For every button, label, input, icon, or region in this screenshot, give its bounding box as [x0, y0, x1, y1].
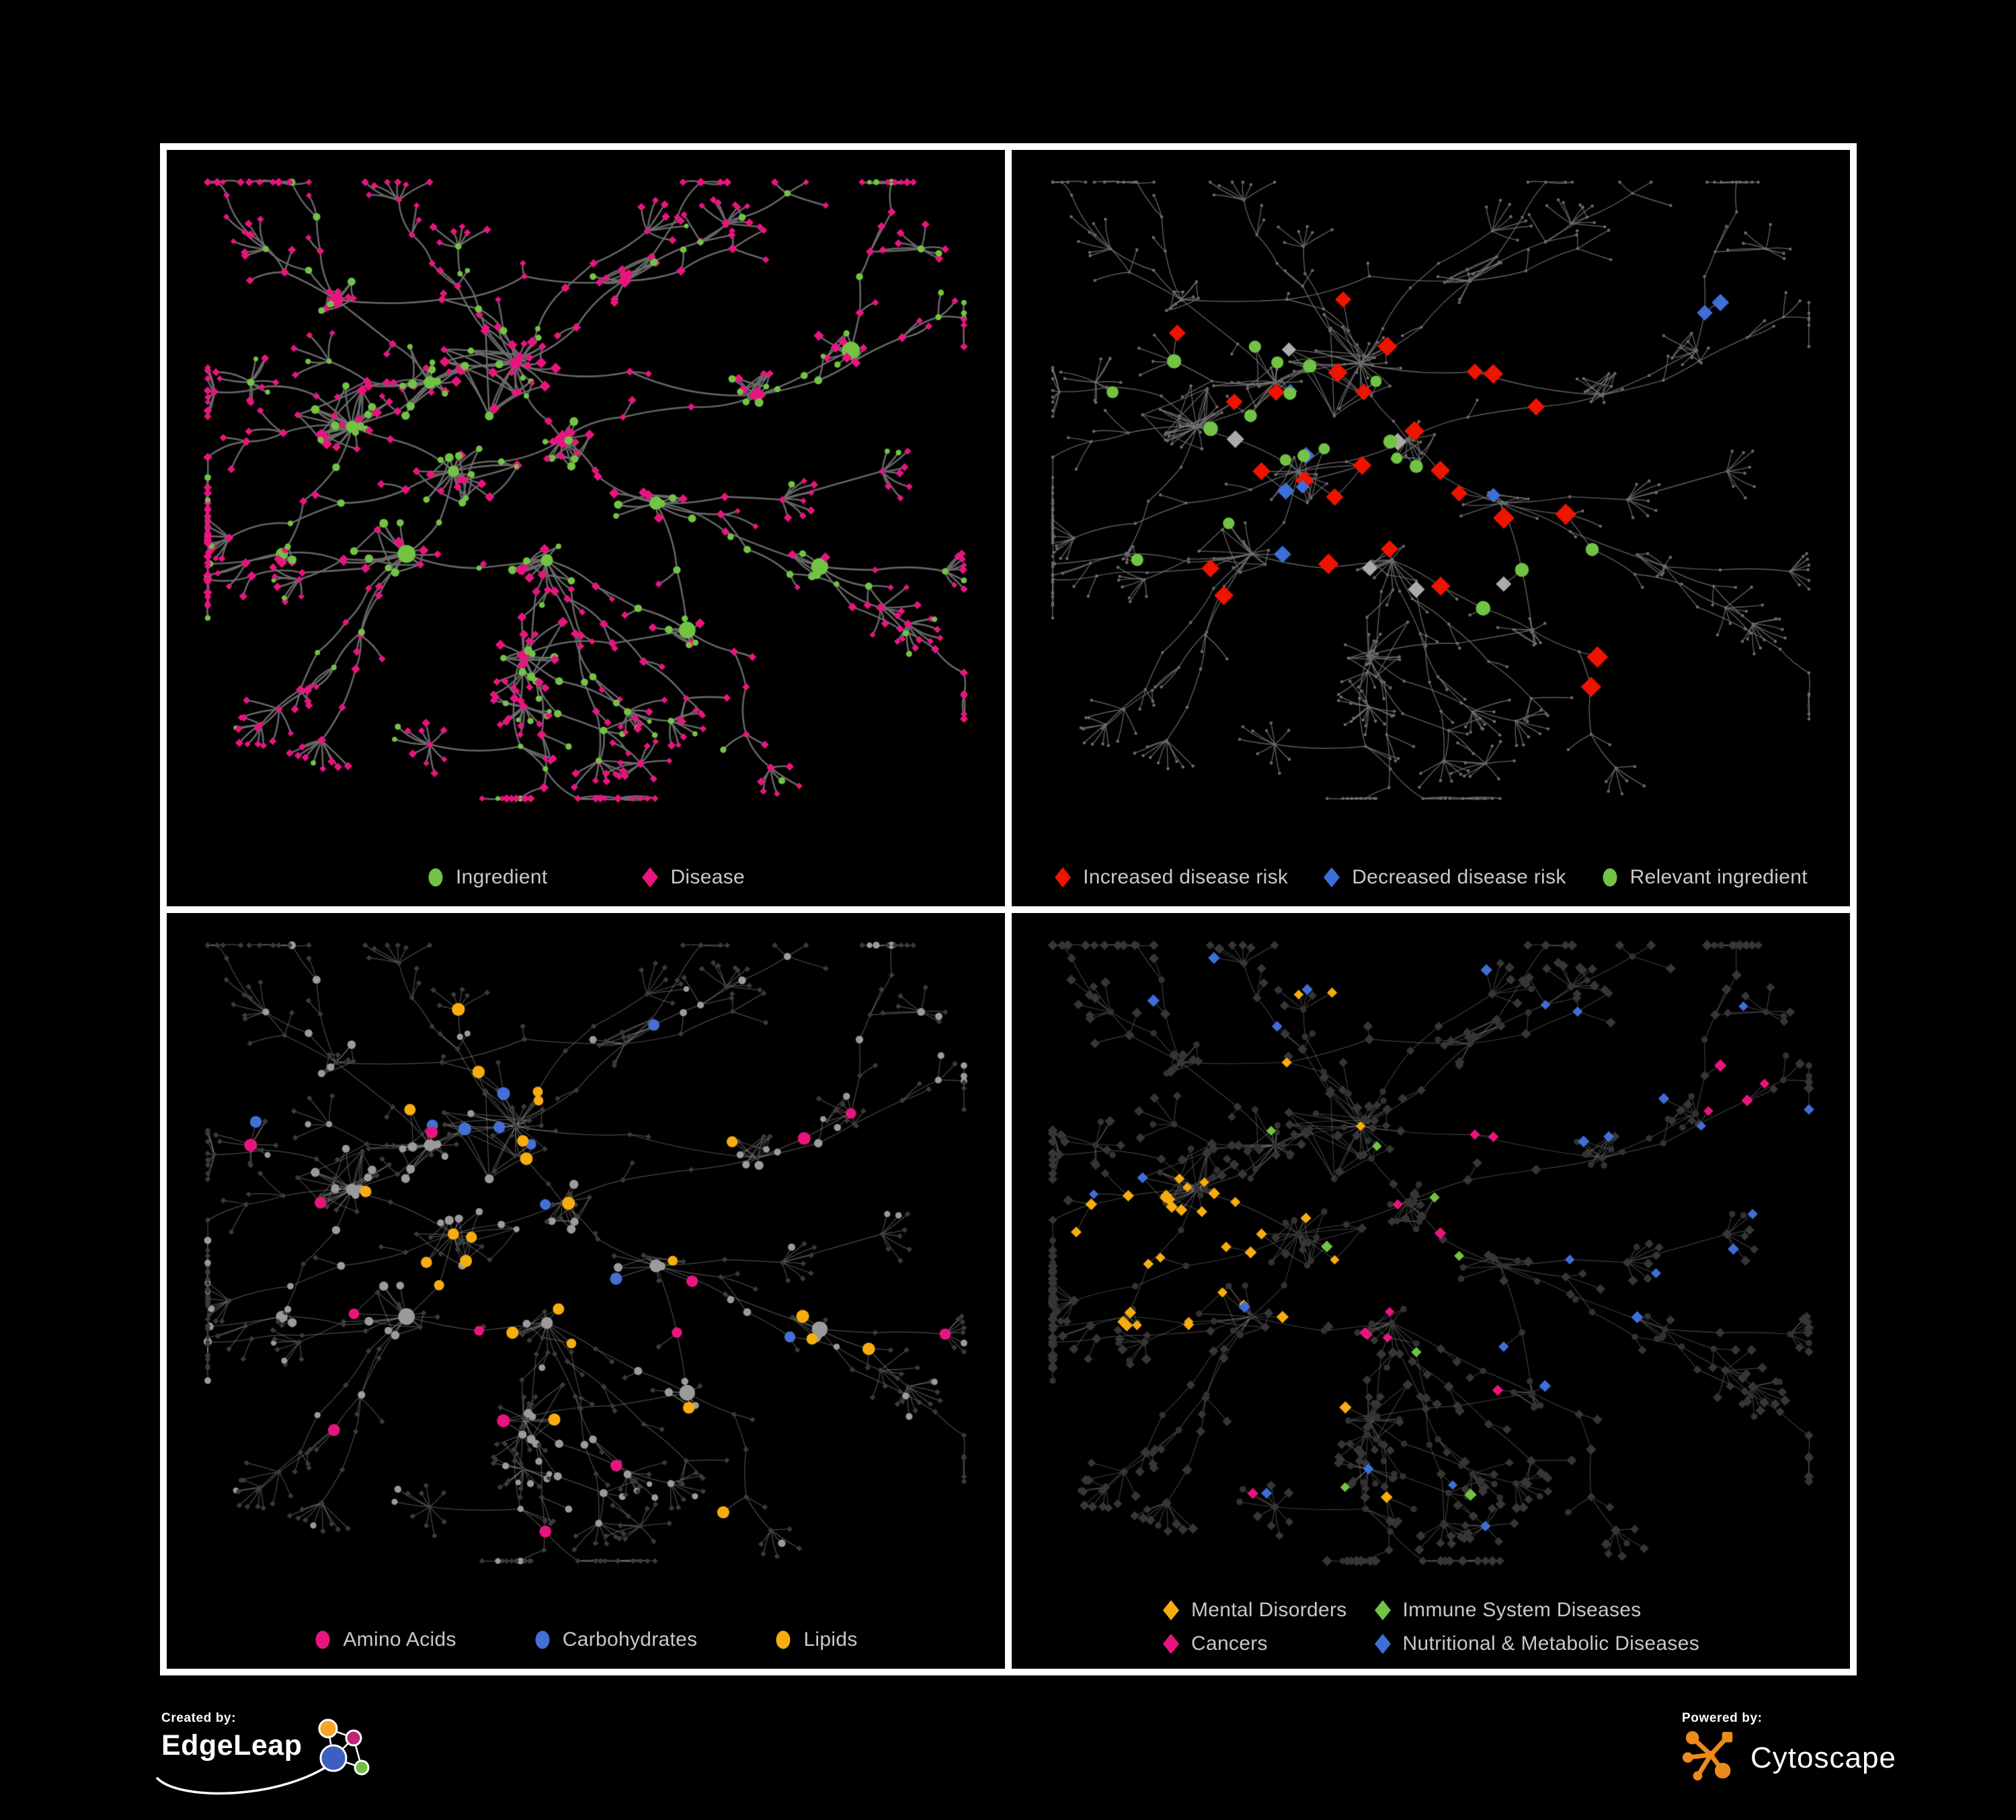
legend-item-disease: Disease — [641, 865, 745, 889]
legend-label: Increased disease risk — [1083, 865, 1289, 888]
network-canvas-disease-classes — [1012, 912, 1850, 1669]
diamond-marker-icon — [1374, 1634, 1391, 1654]
circle-marker-icon — [776, 1630, 791, 1649]
legend-label: Ingredient — [456, 865, 548, 888]
legend-disease-classes: Mental Disorders Immune System Diseases … — [1162, 1599, 1699, 1655]
diamond-marker-icon — [1324, 867, 1340, 887]
legend-item-increased-risk: Increased disease risk — [1054, 866, 1288, 889]
edgeleap-attribution: Created by: EdgeLeap — [156, 1711, 376, 1812]
circle-marker-icon — [1603, 868, 1617, 886]
legend-item-relevant-ingredient: Relevant ingredient — [1601, 866, 1808, 889]
legend-item-nutritional-metabolic-diseases: Nutritional & Metabolic Diseases — [1374, 1632, 1699, 1655]
network-canvas-disease-risk — [1012, 150, 1850, 906]
cytoscape-attribution: Powered by: Cytosc — [1682, 1711, 1964, 1798]
legend-label: Immune System Diseases — [1402, 1599, 1642, 1621]
legend-item-carbohydrates: Carbohydrates — [534, 1628, 698, 1651]
edgeleap-brand: EdgeLeap — [161, 1729, 303, 1762]
edgeleap-swoosh-icon — [156, 1761, 335, 1795]
diamond-marker-icon — [1163, 1634, 1179, 1654]
circle-marker-icon — [535, 1630, 550, 1649]
cytoscape-brand: Cytoscape — [1750, 1741, 1896, 1774]
legend-label: Carbohydrates — [562, 1628, 698, 1651]
legend-ingredient-disease: Ingredient Disease — [167, 866, 1005, 889]
legend-item-mental-disorders: Mental Disorders — [1162, 1599, 1347, 1622]
legend-disease-risk: Increased disease risk Decreased disease… — [1012, 866, 1850, 889]
diamond-marker-icon — [1055, 867, 1072, 887]
legend-label: Disease — [670, 865, 745, 888]
legend-item-lipids: Lipids — [774, 1628, 857, 1651]
legend-label: Decreased disease risk — [1352, 865, 1566, 888]
panel-nutrient-classes: Amino Acids Carbohydrates Lipids — [167, 912, 1005, 1669]
panel-disease-risk: Increased disease risk Decreased disease… — [1012, 150, 1850, 906]
legend-label: Lipids — [803, 1628, 858, 1651]
network-canvas-nutrient-classes — [167, 912, 1005, 1669]
edgeleap-logo-icon — [318, 1718, 369, 1776]
legend-label: Amino Acids — [343, 1628, 456, 1651]
diamond-marker-icon — [1163, 1600, 1179, 1620]
panel-ingredient-disease: Ingredient Disease — [167, 150, 1005, 906]
powered-by-label: Powered by: — [1682, 1711, 1763, 1725]
diamond-marker-icon — [642, 867, 659, 887]
legend-item-cancers: Cancers — [1162, 1632, 1268, 1655]
cytoscape-logo-icon — [1682, 1731, 1733, 1781]
network-canvas-ingredient-disease — [167, 150, 1005, 906]
circle-marker-icon — [428, 868, 443, 886]
legend-item-decreased-risk: Decreased disease risk — [1323, 866, 1566, 889]
legend-label: Relevant ingredient — [1629, 865, 1808, 888]
legend-item-immune-system-diseases: Immune System Diseases — [1374, 1599, 1642, 1622]
circle-marker-icon — [315, 1630, 330, 1649]
legend-nutrient-classes: Amino Acids Carbohydrates Lipids — [167, 1628, 1005, 1651]
legend-label: Cancers — [1191, 1632, 1268, 1655]
legend-item-amino-acids: Amino Acids — [314, 1628, 456, 1651]
diamond-marker-icon — [1374, 1600, 1391, 1620]
created-by-label: Created by: — [161, 1711, 237, 1725]
legend-label: Mental Disorders — [1191, 1599, 1347, 1621]
panel-grid: Ingredient Disease Increased disease ris… — [160, 143, 1857, 1675]
legend-item-ingredient: Ingredient — [427, 866, 547, 889]
panel-disease-classes: Mental Disorders Immune System Diseases … — [1012, 912, 1850, 1669]
legend-label: Nutritional & Metabolic Diseases — [1402, 1632, 1699, 1655]
